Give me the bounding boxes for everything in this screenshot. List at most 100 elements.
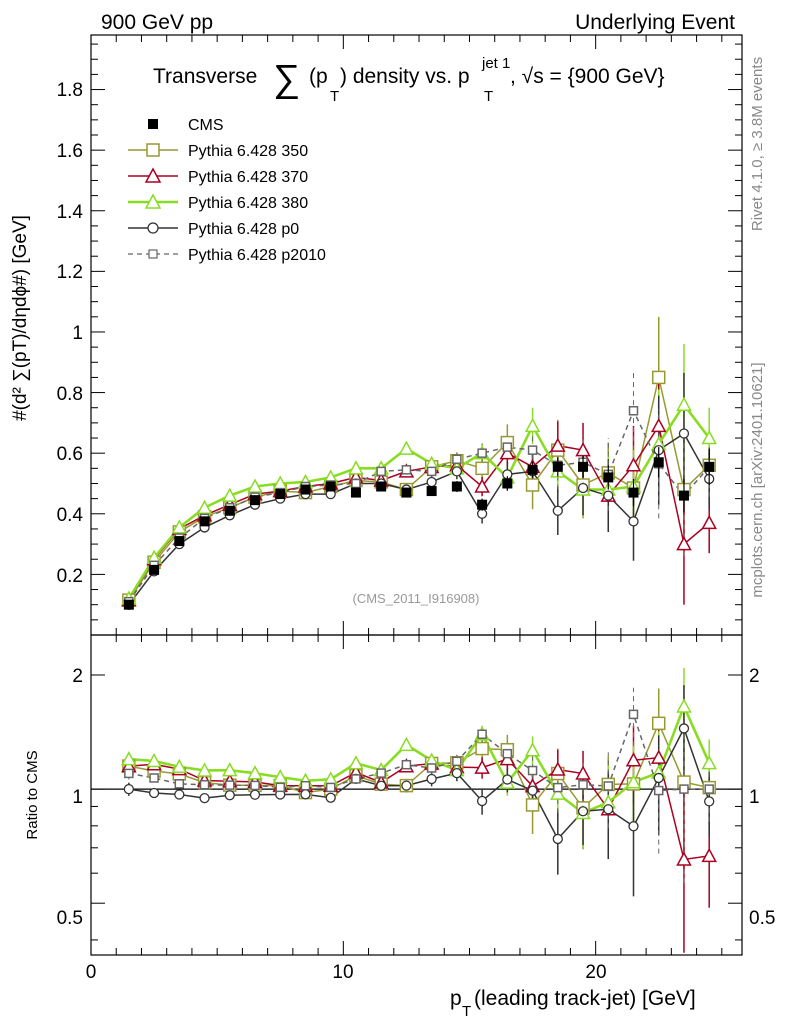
data-point <box>578 461 589 472</box>
ratio-series-marker <box>222 762 238 777</box>
ratio-series-marker <box>426 773 437 785</box>
y-tick-label: 0.6 <box>57 444 83 465</box>
chart-title: Transverse ∑ (p T ) density vs. p jet 1 … <box>153 55 665 105</box>
series-markers <box>121 370 717 866</box>
legend-label-cms: CMS <box>188 117 224 134</box>
series-marker <box>525 478 540 492</box>
ratio-series-marker <box>426 763 437 773</box>
legend-marker <box>144 193 162 209</box>
y-tick-label-ratio-right: 2 <box>749 666 760 687</box>
series-marker <box>398 440 415 455</box>
ratio-series-marker <box>603 781 614 791</box>
series-marker <box>575 442 591 457</box>
ratio-series-marker <box>625 774 642 789</box>
series-marker <box>351 478 361 489</box>
series-marker <box>650 417 667 433</box>
data-points <box>123 447 715 610</box>
y-tick-labels-ratio: 0.5 1 2 <box>57 666 83 929</box>
series-marker <box>678 428 690 439</box>
data-point <box>477 499 488 510</box>
y-axis-title-ratio: Ratio to CMS <box>24 750 41 839</box>
svg-text:T: T <box>484 88 493 105</box>
title-sup-jet1: jet 1 <box>481 55 510 72</box>
ratio-series-marker <box>124 768 134 779</box>
data-point <box>199 516 210 527</box>
data-point <box>502 478 513 489</box>
data-point <box>149 564 160 575</box>
ratio-series-marker <box>146 752 162 768</box>
title-sum-symbol: ∑ <box>273 58 300 100</box>
ratio-series-marker <box>123 783 134 795</box>
series-marker <box>426 466 437 477</box>
ratio-series-marker <box>476 795 488 807</box>
legend-label: Pythia 6.428 350 <box>188 143 308 160</box>
ratio-series-marker <box>577 806 589 817</box>
legend-marker <box>144 167 162 183</box>
ratio-series-marker <box>398 736 415 752</box>
y-tick-label: 1.8 <box>57 80 83 101</box>
series-marker <box>651 370 666 385</box>
y-tick-label: 1.6 <box>57 141 83 162</box>
series-marker <box>499 445 516 460</box>
ratio-series-marker <box>502 748 513 759</box>
data-point <box>628 487 639 498</box>
y-axis-title-main: #(d² ∑(pT)/dηdϕ#) [GeV] <box>10 215 31 421</box>
x-axis-title-sub: T <box>462 1003 471 1020</box>
ratio-series-marker <box>224 790 235 801</box>
series-marker <box>676 536 692 551</box>
series-marker <box>527 445 538 455</box>
svg-text:(leading track-jet) [GeV]: (leading track-jet) [GeV] <box>474 987 696 1010</box>
legend-marker-cms <box>148 119 158 129</box>
series-marker <box>452 454 462 464</box>
ratio-series-marker <box>149 773 159 783</box>
x-axis-title-p: p <box>450 987 462 1010</box>
ratio-series-marker <box>575 765 591 780</box>
ratio-series-marker <box>550 785 566 800</box>
ratio-series-marker <box>525 798 540 812</box>
series-marker <box>222 487 238 502</box>
series-marker <box>376 466 386 477</box>
svg-text:T: T <box>330 88 339 105</box>
svg-text:∑: ∑ <box>273 58 300 100</box>
data-point <box>376 481 387 492</box>
series-marker <box>451 466 463 477</box>
svg-text:Transverse: Transverse <box>153 65 257 88</box>
ratio-series-marker <box>376 768 386 778</box>
legend-marker <box>148 249 158 259</box>
series-marker <box>502 442 513 452</box>
series-marker <box>171 519 188 534</box>
svg-text:p: p <box>450 987 462 1010</box>
series-marker <box>474 478 490 493</box>
ratio-series-marker <box>628 821 639 832</box>
y-tick-label: 1.4 <box>57 202 84 223</box>
legend-label: Pythia 6.428 370 <box>188 169 308 186</box>
ratio-series-marker <box>451 767 463 779</box>
y-tick-label-ratio-right: 0.5 <box>749 908 775 929</box>
ratio-series-marker <box>174 779 185 789</box>
title-prefix: Transverse <box>153 65 257 88</box>
ratio-series-marker <box>325 782 336 793</box>
ratio-series-marker <box>452 756 462 767</box>
ratio-series-marker <box>196 762 213 777</box>
y-tick-label: 1.2 <box>57 262 83 283</box>
series-marker <box>475 461 489 476</box>
series-marker <box>550 437 566 452</box>
ratio-series-marker <box>174 789 185 800</box>
ratio-series-marker <box>625 752 642 767</box>
ratio-series-marker <box>701 755 717 770</box>
series-marker <box>524 417 541 433</box>
y-tick-label: 1 <box>72 323 83 344</box>
data-point <box>350 487 361 498</box>
ratio-series-marker <box>477 729 487 740</box>
ratio-series-marker <box>247 765 263 780</box>
ratio-series-marker <box>650 749 667 764</box>
ratio-series-marker <box>653 785 664 796</box>
legend-label: Pythia 6.428 p0 <box>188 221 299 238</box>
series-line <box>128 408 710 603</box>
ratio-series-marker <box>676 698 692 713</box>
ratio-series-marker <box>348 755 364 770</box>
ratio-series-line <box>128 712 710 792</box>
data-point <box>451 481 462 492</box>
ratio-series-marker <box>578 779 588 790</box>
data-point <box>653 457 664 468</box>
